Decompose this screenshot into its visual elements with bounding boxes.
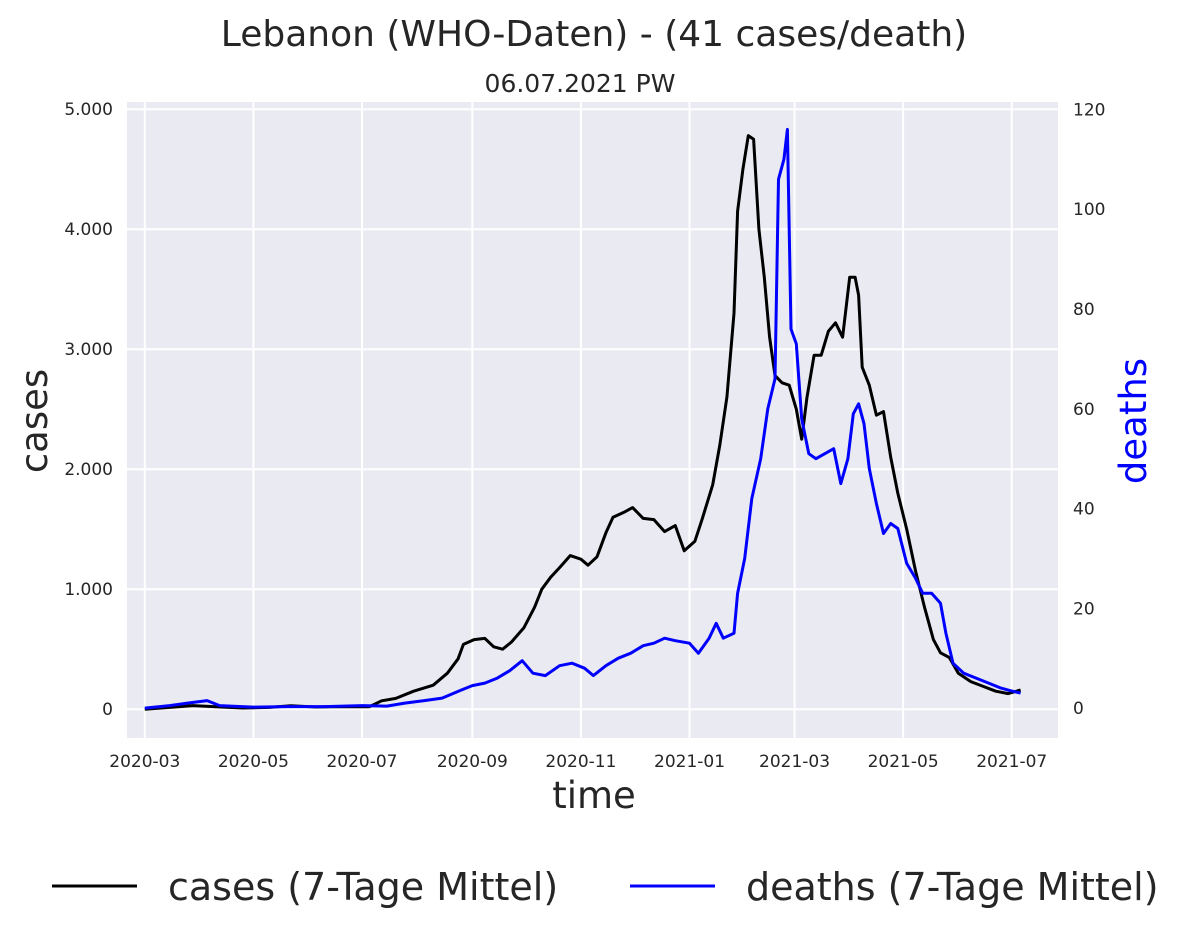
x-tick-labels: 2020-03 2020-05 2020-07 2020-09 2020-11 2021-… [109,752,1047,772]
y2-tick-label: 20 [1073,599,1095,619]
y2-tick-label: 40 [1073,500,1095,520]
y2-tick-label: 80 [1073,300,1095,320]
plot-area [127,102,1058,738]
chart-title: Lebanon (WHO-Daten) - (41 cases/death) [221,14,967,55]
x-tick-label: 2021-01 [654,752,725,772]
y2-tick-label: 100 [1073,200,1105,220]
y-tick-label: 3.000 [64,340,113,360]
x-tick-label: 2020-03 [109,752,180,772]
y2-axis-label: deaths [1112,358,1155,484]
x-tick-label: 2021-03 [759,752,830,772]
x-tick-label: 2020-09 [437,752,508,772]
y-tick-label: 1.000 [64,580,113,600]
x-tick-label: 2021-05 [868,752,939,772]
grid-lines [127,102,1058,738]
legend-label-deaths: deaths (7-Tage Mittel) [746,865,1159,909]
x-tick-label: 2020-05 [218,752,289,772]
y-tick-label: 0 [102,700,113,720]
legend-label-cases: cases (7-Tage Mittel) [168,865,558,909]
y2-tick-labels: 0 20 40 60 80 100 120 [1073,100,1105,719]
x-tick-label: 2020-07 [326,752,397,772]
x-tick-label: 2021-07 [976,752,1047,772]
y-tick-label: 4.000 [64,220,113,240]
y2-tick-label: 0 [1073,699,1084,719]
y2-tick-label: 60 [1073,400,1095,420]
legend: cases (7-Tage Mittel) deaths (7-Tage Mit… [52,865,1159,909]
y-tick-label: 2.000 [64,460,113,480]
series-lines [144,127,1022,711]
series-line-deaths [144,127,1021,710]
y-axis-label: cases [13,369,56,473]
x-tick-label: 2020-11 [545,752,616,772]
x-axis-label: time [552,774,636,817]
series-line-cases [144,134,1022,711]
y-tick-label: 5.000 [64,100,113,120]
chart-subtitle: 06.07.2021 PW [485,69,676,98]
y2-tick-label: 120 [1073,100,1105,120]
y-tick-labels: 0 1.000 2.000 3.000 4.000 5.000 [64,100,113,720]
